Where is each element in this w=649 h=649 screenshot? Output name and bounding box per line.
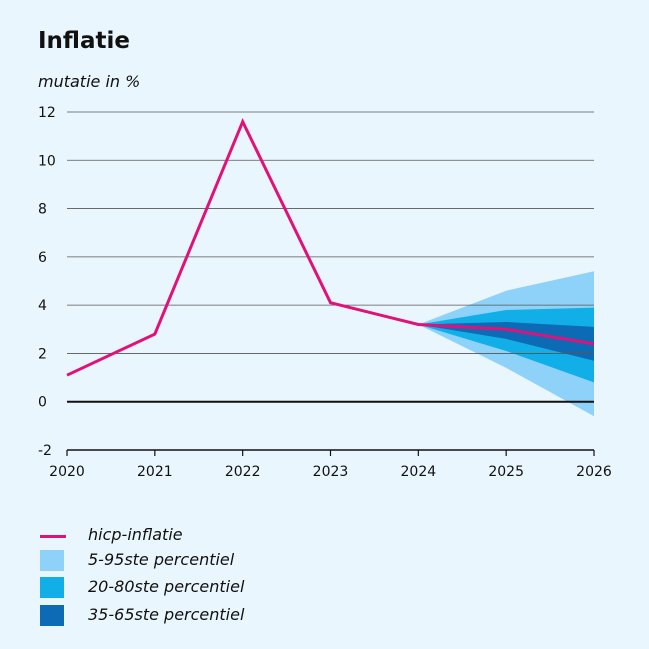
x-tick-label: 2022 [225,464,261,480]
y-tick-label: 6 [38,250,47,266]
x-axis: 2020 2021 2022 2023 2024 2025 2026 [49,449,612,480]
legend-item-20-80: 20-80ste percentiel [38,576,338,600]
legend-swatch [40,550,64,571]
x-tick-label: 2025 [488,464,524,480]
x-tick-label: 2021 [137,464,173,480]
y-tick-label: -2 [38,443,52,459]
percentile-bands [418,271,594,417]
legend-item-5-95: 5-95ste percentiel [38,549,338,573]
legend-swatch [40,605,64,626]
band-3 [418,322,594,361]
legend-item-hicp-inflatie: hicp-inflatie [38,524,338,548]
chart-title: Inflatie [38,28,130,54]
series-lines [66,118,595,377]
y-tick-label: 0 [38,395,47,411]
y-tick-label: 10 [38,153,56,169]
legend-swatch [40,577,64,598]
y-tick-label: 4 [38,298,47,314]
y-tick-label: 2 [38,346,47,362]
legend-item-35-65: 35-65ste percentiel [38,604,338,628]
y-tick-label: 8 [38,202,47,218]
x-tick-label: 2024 [401,464,437,480]
gridlines [67,111,594,403]
y-axis: -2 0 2 4 6 8 10 12 [38,105,56,459]
x-tick-label: 2020 [49,464,85,480]
y-tick-label: 12 [38,105,56,121]
legend-line-marker [40,535,66,538]
legend-label: hicp-inflatie [88,525,183,544]
y-axis-label: mutatie in % [38,72,141,91]
x-tick-label: 2023 [313,464,349,480]
x-tick-label: 2026 [576,464,612,480]
legend-label: 35-65ste percentiel [88,605,245,624]
legend-label: 20-80ste percentiel [88,577,245,596]
legend-label: 5-95ste percentiel [88,550,235,569]
